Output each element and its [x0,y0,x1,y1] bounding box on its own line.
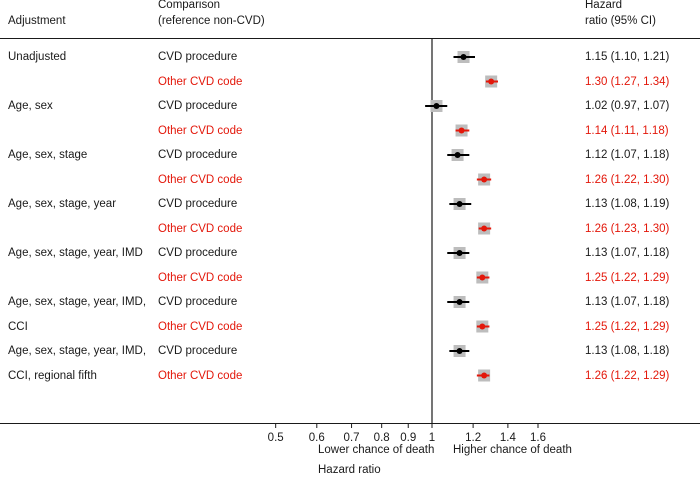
row-comparison: CVD procedure [158,296,238,308]
point-estimate [456,201,463,207]
row-hr-ci-text: 1.13 (1.07, 1.18) [585,296,670,308]
row-adjustment: Age, sex [8,100,53,112]
row-adjustment: CCI [8,320,28,333]
header-hazard-ci: ratio (95% CI) [585,15,656,27]
row-comparison: CVD procedure [158,149,238,161]
row-hr-ci-text: 1.14 (1.11, 1.18) [585,124,669,137]
row-hr-ci-text: 1.30 (1.27, 1.34) [585,75,670,88]
row-comparison: CVD procedure [158,247,238,259]
direction-label-higher: Higher chance of death [453,444,572,456]
point-estimate [458,127,465,134]
x-tick-label: 0.5 [268,432,284,444]
row-adjustment: Age, sex, stage, year, IMD, [8,345,147,357]
row-hr-ci-text: 1.15 (1.10, 1.21) [585,51,670,63]
row-hr-ci-text: 1.12 (1.07, 1.18) [585,149,670,161]
direction-label-lower: Lower chance of death [318,444,435,456]
row-hr-ci-text: 1.25 (1.22, 1.29) [585,271,670,284]
x-tick-label: 1.4 [500,432,517,444]
header-comparison-reference: (reference non-CVD) [158,15,265,27]
row-hr-ci-text: 1.13 (1.08, 1.19) [585,198,670,210]
point-estimate [481,372,488,379]
x-tick-label: 0.9 [400,432,416,444]
row-hr-ci-text: 1.25 (1.22, 1.29) [585,320,670,333]
row-adjustment: Unadjusted [8,51,67,63]
row-comparison: Other CVD code [158,271,243,284]
x-tick-label: 0.8 [374,432,390,444]
point-estimate [488,78,495,85]
point-estimate [456,250,463,256]
row-comparison: Other CVD code [158,124,243,137]
row-comparison: CVD procedure [158,198,238,210]
row-hr-ci-text: 1.13 (1.07, 1.18) [585,247,670,259]
row-hr-ci-text: 1.13 (1.08, 1.18) [585,345,670,357]
row-hr-ci-text: 1.26 (1.22, 1.29) [585,369,670,382]
x-tick-label: 0.6 [309,432,325,444]
x-axis-title: Hazard ratio [318,464,381,476]
x-tick-label: 1 [429,432,435,444]
header-adjustment: Adjustment [8,15,66,27]
row-comparison: Other CVD code [158,222,243,235]
row-hr-ci-text: 1.02 (0.97, 1.07) [585,100,670,112]
header-comparison: Comparison [158,0,220,11]
header-rule [0,38,700,39]
row-comparison: CVD procedure [158,51,238,63]
axis-rule [0,423,700,424]
point-estimate [456,299,463,305]
row-adjustment: Age, sex, stage [8,149,88,161]
row-adjustment: Age, sex, stage, year [8,198,117,210]
row-comparison: Other CVD code [158,75,243,88]
x-tick-label: 1.6 [530,432,546,444]
point-estimate [481,225,488,232]
row-comparison: Other CVD code [158,320,243,333]
row-hr-ci-text: 1.26 (1.23, 1.30) [585,222,670,235]
x-tick-label: 1.2 [465,432,481,444]
point-estimate [479,323,486,330]
row-adjustment: Age, sex, stage, year, IMD, [8,296,147,308]
row-hr-ci-text: 1.26 (1.22, 1.30) [585,173,670,186]
point-estimate [456,348,463,354]
x-tick-label: 0.7 [344,432,360,444]
point-estimate [433,103,440,109]
row-comparison: Other CVD code [158,173,243,186]
point-estimate [460,54,467,60]
point-estimate [454,152,461,158]
point-estimate [479,274,486,281]
row-adjustment: CCI, regional fifth [8,369,97,382]
row-comparison: CVD procedure [158,345,238,357]
row-adjustment: Age, sex, stage, year, IMD [8,247,143,259]
header-hazard: Hazard [585,0,623,11]
row-comparison: Other CVD code [158,369,243,382]
point-estimate [481,176,488,183]
row-comparison: CVD procedure [158,100,238,112]
